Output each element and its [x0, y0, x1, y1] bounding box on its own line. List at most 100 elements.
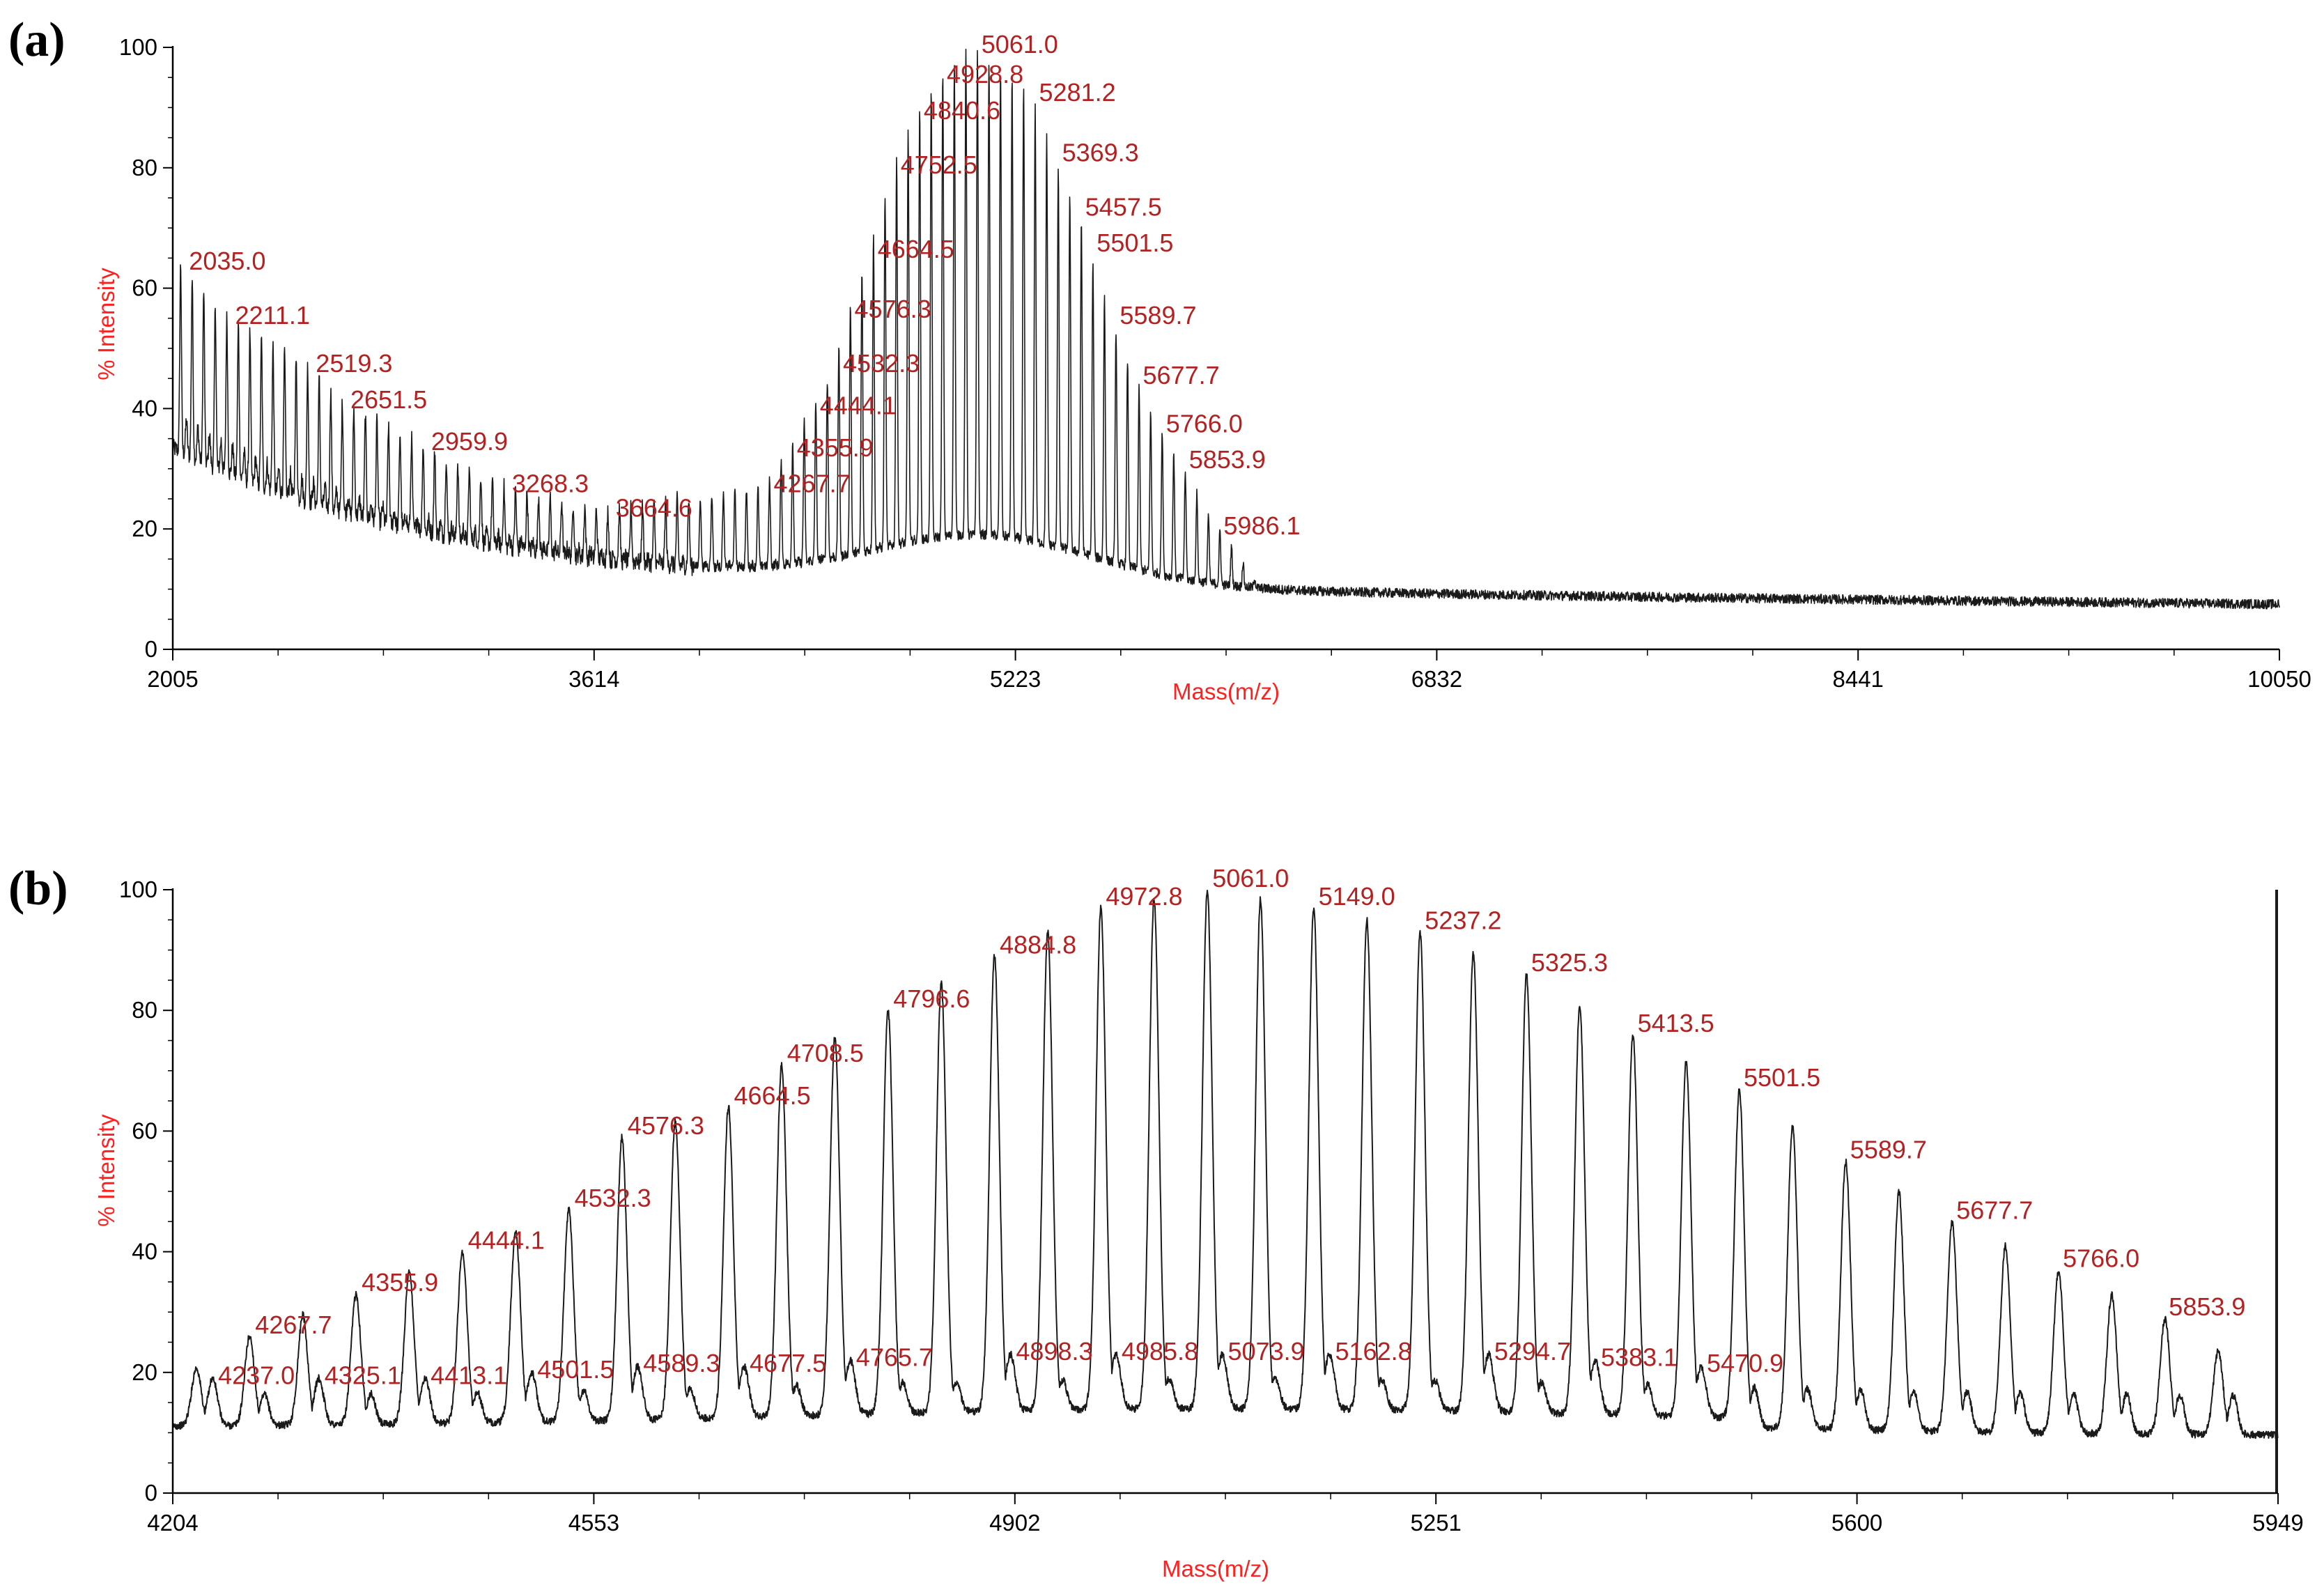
peak-label: 4840.6 — [924, 96, 1000, 125]
peak-label: 4664.5 — [734, 1081, 811, 1110]
minor-peak-label: 4237.0 — [218, 1361, 295, 1390]
spectrum-line — [172, 890, 2279, 1439]
peak-label: 5589.7 — [1120, 301, 1196, 330]
y-tick-label: 60 — [132, 1118, 157, 1143]
peak-label: 4355.9 — [797, 433, 874, 462]
minor-peak-label: 5383.1 — [1601, 1343, 1678, 1372]
peak-label: 4972.8 — [1106, 882, 1182, 911]
x-tick-label: 5600 — [1831, 1510, 1882, 1536]
peak-label: 5677.7 — [1143, 361, 1220, 389]
peak-label: 3664.6 — [616, 493, 692, 522]
x-tick-label: 4204 — [147, 1510, 198, 1536]
y-tick-label: 0 — [145, 1480, 157, 1506]
peak-label: 4928.8 — [947, 60, 1023, 88]
peak-label: 5457.5 — [1085, 192, 1162, 221]
peak-label: 4355.9 — [362, 1268, 438, 1297]
peak-label: 4884.8 — [1000, 930, 1076, 959]
panel-a-label: (a) — [8, 13, 65, 67]
peak-label: 4267.7 — [774, 470, 851, 498]
y-tick-label: 0 — [145, 636, 157, 662]
y-tick-label: 20 — [132, 516, 157, 541]
minor-peak-label: 4501.5 — [537, 1355, 614, 1384]
peak-label: 2519.3 — [316, 349, 392, 378]
y-tick-label: 100 — [119, 34, 157, 60]
peak-label: 5766.0 — [2063, 1244, 2139, 1273]
peak-label: 5325.3 — [1531, 948, 1608, 977]
panel-a: (a) 0 20 40 60 80 100 2005 3614 5223 6832 8441 1005… — [8, 13, 2311, 704]
panel-b-x-axis-title: Mass(m/z) — [1162, 1556, 1269, 1582]
x-tick-label: 5223 — [990, 666, 1041, 692]
peak-label: 4708.5 — [787, 1039, 864, 1067]
peak-label: 5589.7 — [1850, 1136, 1927, 1164]
y-tick-label: 40 — [132, 1239, 157, 1265]
peak-label: 4796.6 — [893, 984, 970, 1013]
panel-a-axes: 0 20 40 60 80 100 2005 3614 5223 6832 8441 10050 — [119, 34, 2311, 692]
minor-peak-label: 4898.3 — [1016, 1337, 1092, 1366]
x-tick-label: 5949 — [2252, 1510, 2303, 1536]
x-tick-label: 4902 — [989, 1510, 1040, 1536]
peak-label: 4576.3 — [855, 295, 931, 323]
peak-label: 5986.1 — [1223, 511, 1300, 540]
peak-label: 5413.5 — [1638, 1009, 1714, 1037]
y-tick-label: 20 — [132, 1359, 157, 1385]
peak-label: 5677.7 — [1956, 1196, 2033, 1224]
peak-label: 5149.0 — [1319, 882, 1395, 911]
peak-label: 5501.5 — [1744, 1063, 1820, 1092]
panel-b-peak-labels: 4267.7 4355.9 4444.1 4532.3 4576.3 4664.5 4708… — [218, 864, 2245, 1390]
peak-label: 5853.9 — [1189, 445, 1266, 474]
x-tick-label: 4553 — [568, 1510, 619, 1536]
panel-b-label: (b) — [8, 862, 68, 915]
peak-label: 4532.3 — [575, 1184, 651, 1212]
y-tick-label: 80 — [132, 155, 157, 180]
minor-peak-label: 4413.1 — [431, 1361, 507, 1390]
peak-label: 4576.3 — [628, 1111, 704, 1140]
x-tick-label: 8441 — [1832, 666, 1883, 692]
peak-label: 4267.7 — [255, 1311, 332, 1339]
peak-label: 5853.9 — [2169, 1292, 2245, 1321]
x-tick-label: 10050 — [2247, 666, 2311, 692]
x-tick-label: 3614 — [568, 666, 619, 692]
x-tick-label: 2005 — [147, 666, 198, 692]
peak-label: 4664.5 — [878, 235, 954, 263]
peak-label: 2035.0 — [189, 247, 265, 275]
x-tick-label: 6832 — [1411, 666, 1462, 692]
y-tick-label: 40 — [132, 395, 157, 421]
minor-peak-label: 5470.9 — [1707, 1349, 1783, 1377]
panel-b-spectrum-trace — [172, 890, 2279, 1493]
peak-label: 5501.5 — [1097, 229, 1173, 257]
minor-peak-label: 5162.8 — [1335, 1337, 1412, 1366]
y-tick-label: 100 — [119, 876, 157, 902]
peak-label: 4444.1 — [820, 391, 897, 419]
panel-b-axes: 0 20 40 60 80 100 4204 4553 4902 5251 5600 5949 — [119, 876, 2304, 1536]
panel-a-spectrum-trace — [172, 48, 2280, 610]
minor-peak-label: 4677.5 — [750, 1349, 826, 1377]
peak-label: 4444.1 — [468, 1226, 545, 1255]
minor-peak-label: 4589.3 — [643, 1349, 720, 1377]
panel-a-x-axis-title: Mass(m/z) — [1172, 679, 1280, 704]
x-tick-label: 5251 — [1410, 1510, 1461, 1536]
spectrum-line — [172, 48, 2280, 610]
y-tick-label: 80 — [132, 997, 157, 1023]
peak-label: 2959.9 — [431, 427, 508, 456]
minor-peak-label: 4765.7 — [856, 1343, 933, 1372]
y-tick-label: 60 — [132, 275, 157, 301]
minor-peak-label: 5073.9 — [1228, 1337, 1305, 1366]
peak-label: 5237.2 — [1425, 906, 1501, 935]
peak-label: 4752.5 — [901, 150, 977, 179]
panel-b: (b) 0 20 40 60 80 100 4204 4553 4902 5251 5600 5949… — [8, 862, 2304, 1582]
panel-a-y-axis-title: % Intensity — [93, 268, 119, 380]
panel-b-y-axis-title: % Intensity — [93, 1114, 119, 1227]
peak-label: 5766.0 — [1166, 409, 1243, 438]
peak-label: 5281.2 — [1039, 78, 1116, 107]
peak-label: 5061.0 — [982, 30, 1058, 59]
minor-peak-label: 4325.1 — [325, 1361, 401, 1390]
peak-label: 3268.3 — [512, 470, 589, 498]
peak-label: 5369.3 — [1062, 139, 1139, 167]
peak-label: 5061.0 — [1212, 864, 1289, 892]
peak-label: 2651.5 — [350, 385, 427, 414]
peak-label: 2211.1 — [235, 301, 310, 330]
minor-peak-label: 5294.7 — [1494, 1337, 1571, 1366]
minor-peak-label: 4985.8 — [1122, 1337, 1198, 1366]
